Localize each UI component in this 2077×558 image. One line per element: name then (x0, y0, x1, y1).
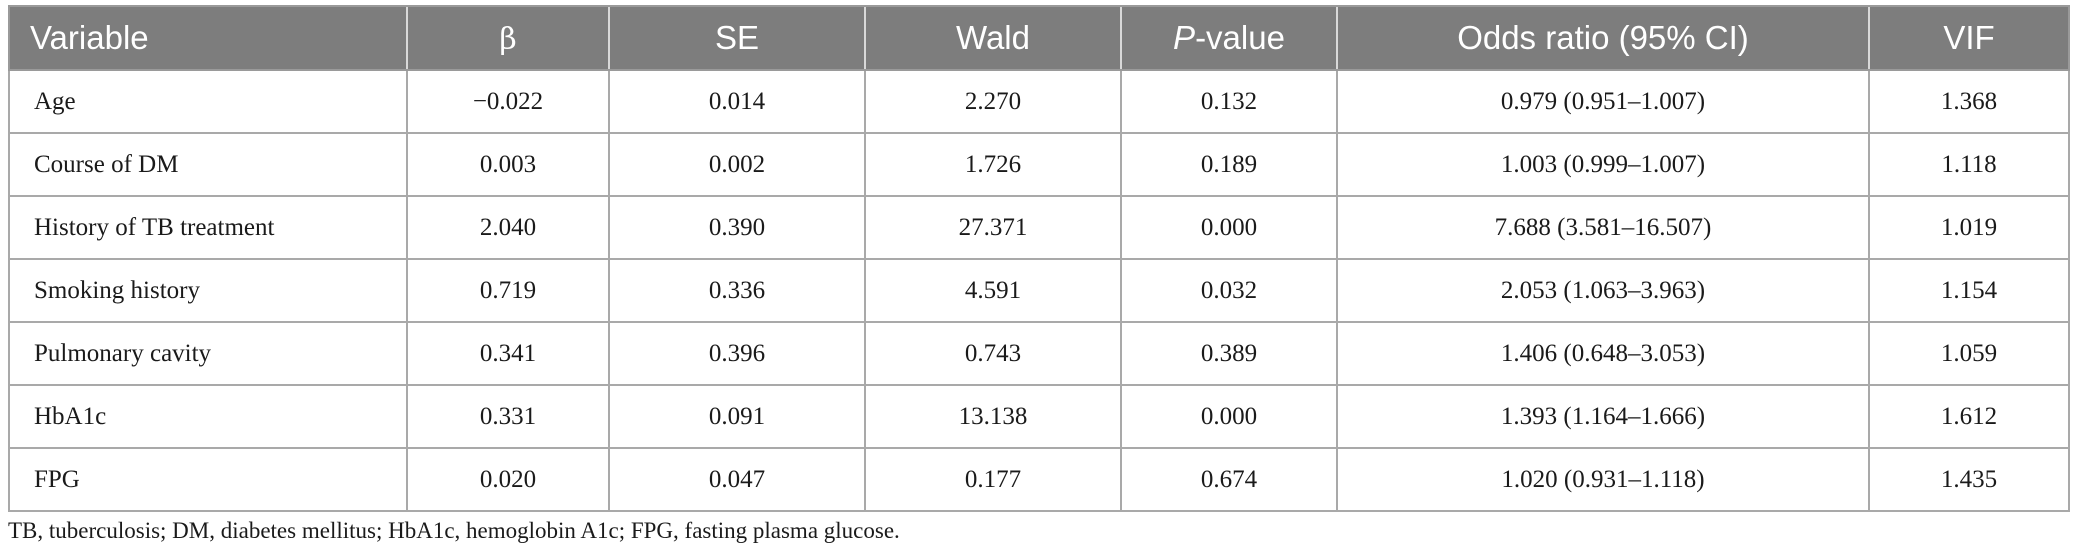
cell-se: 0.002 (608, 132, 866, 197)
cell-odds-ratio: 1.020 (0.931–1.118) (1336, 447, 1870, 512)
cell-wald: 1.726 (864, 132, 1122, 197)
cell-variable: HbA1c (8, 384, 408, 449)
cell-beta: 2.040 (406, 195, 610, 260)
cell-p-value: 0.189 (1120, 132, 1338, 197)
cell-beta: 0.719 (406, 258, 610, 323)
header-p-value: P-value (1120, 5, 1337, 71)
cell-odds-ratio: 2.053 (1.063–3.963) (1336, 258, 1870, 323)
cell-vif: 1.612 (1868, 384, 2070, 449)
cell-vif: 1.118 (1868, 132, 2070, 197)
cell-variable: FPG (8, 447, 408, 512)
header-beta-symbol: β (499, 22, 517, 57)
header-row: Variable β SE Wald P-value Odds ratio (9… (8, 5, 2070, 71)
cell-odds-ratio: 1.003 (0.999–1.007) (1336, 132, 1870, 197)
table-row: Smoking history 0.719 0.336 4.591 0.032 … (8, 258, 2070, 323)
cell-wald: 13.138 (864, 384, 1122, 449)
table-row: Pulmonary cavity 0.341 0.396 0.743 0.389… (8, 321, 2070, 386)
cell-se: 0.047 (608, 447, 866, 512)
cell-variable: Smoking history (8, 258, 408, 323)
cell-odds-ratio: 1.393 (1.164–1.666) (1336, 384, 1870, 449)
header-wald: Wald (864, 5, 1121, 71)
cell-variable: Age (8, 69, 408, 134)
cell-vif: 1.154 (1868, 258, 2070, 323)
header-se: SE (608, 5, 865, 71)
cell-beta: 0.331 (406, 384, 610, 449)
table-body: Age −0.022 0.014 2.270 0.132 0.979 (0.95… (8, 69, 2070, 512)
table-footnote: TB, tuberculosis; DM, diabetes mellitus;… (8, 518, 900, 543)
cell-beta: 0.341 (406, 321, 610, 386)
cell-variable: History of TB treatment (8, 195, 408, 260)
cell-vif: 1.368 (1868, 69, 2070, 134)
table-row: FPG 0.020 0.047 0.177 0.674 1.020 (0.931… (8, 447, 2070, 512)
cell-wald: 0.177 (864, 447, 1122, 512)
cell-se: 0.336 (608, 258, 866, 323)
header-odds-ratio: Odds ratio (95% CI) (1336, 5, 1869, 71)
cell-odds-ratio: 7.688 (3.581–16.507) (1336, 195, 1870, 260)
cell-vif: 1.435 (1868, 447, 2070, 512)
cell-beta: −0.022 (406, 69, 610, 134)
cell-se: 0.014 (608, 69, 866, 134)
cell-wald: 4.591 (864, 258, 1122, 323)
cell-vif: 1.019 (1868, 195, 2070, 260)
header-p-suffix: -value (1195, 19, 1285, 56)
cell-p-value: 0.032 (1120, 258, 1338, 323)
cell-wald: 0.743 (864, 321, 1122, 386)
header-beta: β (406, 5, 609, 71)
cell-se: 0.091 (608, 384, 866, 449)
cell-p-value: 0.000 (1120, 384, 1338, 449)
cell-wald: 2.270 (864, 69, 1122, 134)
table-row: Age −0.022 0.014 2.270 0.132 0.979 (0.95… (8, 69, 2070, 134)
header-p-italic: P (1173, 19, 1196, 56)
regression-table-container: Variable β SE Wald P-value Odds ratio (9… (8, 5, 2070, 512)
cell-p-value: 0.000 (1120, 195, 1338, 260)
cell-odds-ratio: 0.979 (0.951–1.007) (1336, 69, 1870, 134)
table-row: HbA1c 0.331 0.091 13.138 0.000 1.393 (1.… (8, 384, 2070, 449)
table-header: Variable β SE Wald P-value Odds ratio (9… (8, 5, 2070, 71)
header-vif: VIF (1868, 5, 2070, 71)
cell-wald: 27.371 (864, 195, 1122, 260)
cell-beta: 0.003 (406, 132, 610, 197)
cell-se: 0.396 (608, 321, 866, 386)
cell-variable: Pulmonary cavity (8, 321, 408, 386)
regression-table: Variable β SE Wald P-value Odds ratio (9… (8, 5, 2070, 512)
cell-p-value: 0.389 (1120, 321, 1338, 386)
header-variable: Variable (8, 5, 407, 71)
table-row: History of TB treatment 2.040 0.390 27.3… (8, 195, 2070, 260)
cell-p-value: 0.132 (1120, 69, 1338, 134)
cell-variable: Course of DM (8, 132, 408, 197)
cell-p-value: 0.674 (1120, 447, 1338, 512)
cell-odds-ratio: 1.406 (0.648–3.053) (1336, 321, 1870, 386)
cell-se: 0.390 (608, 195, 866, 260)
table-row: Course of DM 0.003 0.002 1.726 0.189 1.0… (8, 132, 2070, 197)
cell-vif: 1.059 (1868, 321, 2070, 386)
cell-beta: 0.020 (406, 447, 610, 512)
